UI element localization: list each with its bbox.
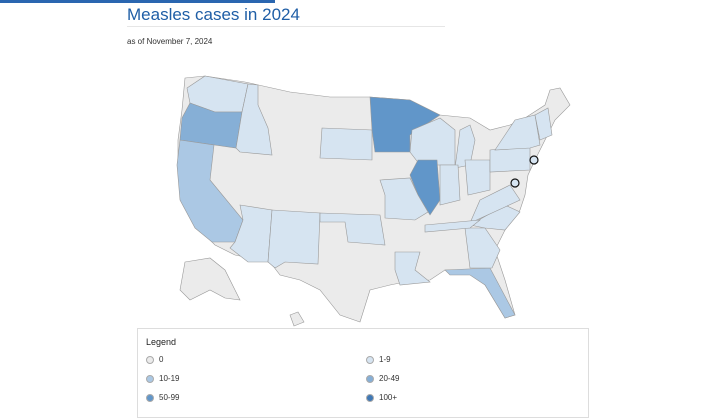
hawaii (289, 311, 305, 327)
legend-label: 10-19 (159, 374, 180, 383)
city-marker (510, 178, 520, 188)
page: Measles cases in 2024 as of November 7, … (0, 0, 589, 418)
legend-item: 20-49 (366, 374, 399, 383)
alaska (179, 257, 241, 301)
top-bar (0, 0, 275, 3)
legend-label: 0 (159, 355, 164, 364)
legend-title: Legend (146, 337, 177, 347)
legend-item: 10-19 (146, 374, 179, 383)
legend-swatch (366, 393, 374, 402)
legend-swatch (146, 355, 154, 364)
subtitle: as of November 7, 2024 (127, 37, 213, 46)
state (267, 209, 321, 269)
state (394, 251, 431, 286)
legend-swatch (366, 374, 374, 383)
state (409, 159, 441, 216)
state (369, 96, 441, 153)
us-map (176, 75, 571, 327)
legend-swatch (366, 355, 374, 364)
state (534, 107, 553, 141)
title: Measles cases in 2024 (127, 5, 300, 24)
divider (127, 26, 445, 27)
legend-item: 0 (146, 355, 163, 364)
legend-swatch (146, 393, 154, 402)
legend-item: 1-9 (366, 355, 391, 364)
legend-label: 100+ (379, 393, 398, 402)
legend: Legend 0 1-9 10-19 20-49 50-99 100+ (137, 328, 589, 418)
state (379, 177, 429, 221)
state (444, 267, 516, 319)
state (464, 227, 501, 269)
state (464, 159, 491, 196)
state (439, 164, 461, 206)
state (469, 184, 521, 224)
legend-label: 20-49 (379, 374, 400, 383)
legend-label: 50-99 (159, 393, 180, 402)
state (235, 83, 273, 156)
legend-item: 100+ (366, 393, 397, 402)
legend-label: 1-9 (379, 355, 391, 364)
state (454, 124, 476, 169)
legend-item: 50-99 (146, 393, 179, 402)
state (319, 127, 373, 161)
state (319, 212, 386, 246)
state (176, 139, 244, 243)
legend-swatch (146, 374, 154, 383)
city-marker (529, 155, 539, 165)
state (424, 219, 481, 233)
state (494, 114, 541, 151)
